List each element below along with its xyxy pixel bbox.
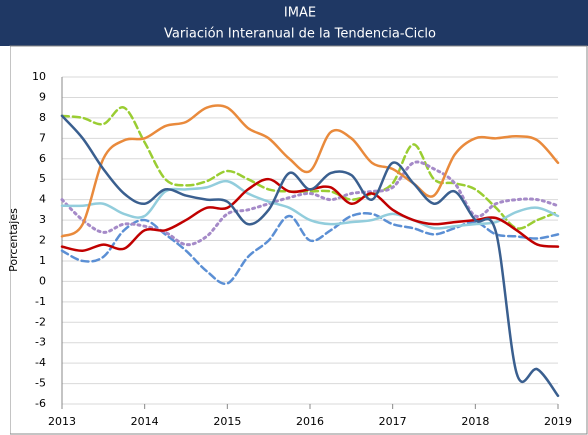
y-tick-label: -2 — [35, 315, 46, 328]
x-tick-label: 2013 — [48, 415, 76, 428]
series-line — [60, 114, 560, 398]
y-tick-label: -5 — [35, 377, 46, 390]
series-line — [60, 104, 560, 238]
y-tick-label: 1 — [39, 254, 46, 267]
y-tick-label: 8 — [39, 111, 46, 124]
x-tick-label: 2017 — [379, 415, 407, 428]
chart-title: IMAE — [284, 6, 316, 21]
y-tick-label: 6 — [39, 152, 46, 165]
series-line — [60, 106, 560, 230]
y-tick-label: 2 — [39, 234, 46, 247]
y-tick-label: -3 — [35, 336, 46, 349]
series-line — [60, 179, 560, 230]
y-tick-label: 7 — [39, 131, 46, 144]
chart-subtitle: Variación Interanual de la Tendencia-Cic… — [164, 27, 436, 42]
y-tick-label: 3 — [39, 213, 46, 226]
x-tick-label: 2019 — [544, 415, 572, 428]
y-tick-label: -6 — [35, 397, 46, 410]
title-banner — [0, 0, 588, 46]
left-margin — [0, 46, 10, 435]
y-tick-label: 0 — [39, 274, 46, 287]
series-line — [60, 160, 560, 247]
y-tick-label: 4 — [39, 193, 46, 206]
y-tick-label: 5 — [39, 172, 46, 185]
y-tick-label: 9 — [39, 90, 46, 103]
y-axis-label: Porcentajes — [7, 208, 20, 272]
y-tick-label: -1 — [35, 295, 46, 308]
x-tick-label: 2015 — [213, 415, 241, 428]
x-tick-label: 2014 — [131, 415, 159, 428]
y-tick-label: -4 — [35, 356, 46, 369]
x-tick-label: 2016 — [296, 415, 324, 428]
series-line — [60, 212, 560, 286]
x-tick-label: 2018 — [461, 415, 489, 428]
y-tick-label: 10 — [32, 70, 46, 83]
